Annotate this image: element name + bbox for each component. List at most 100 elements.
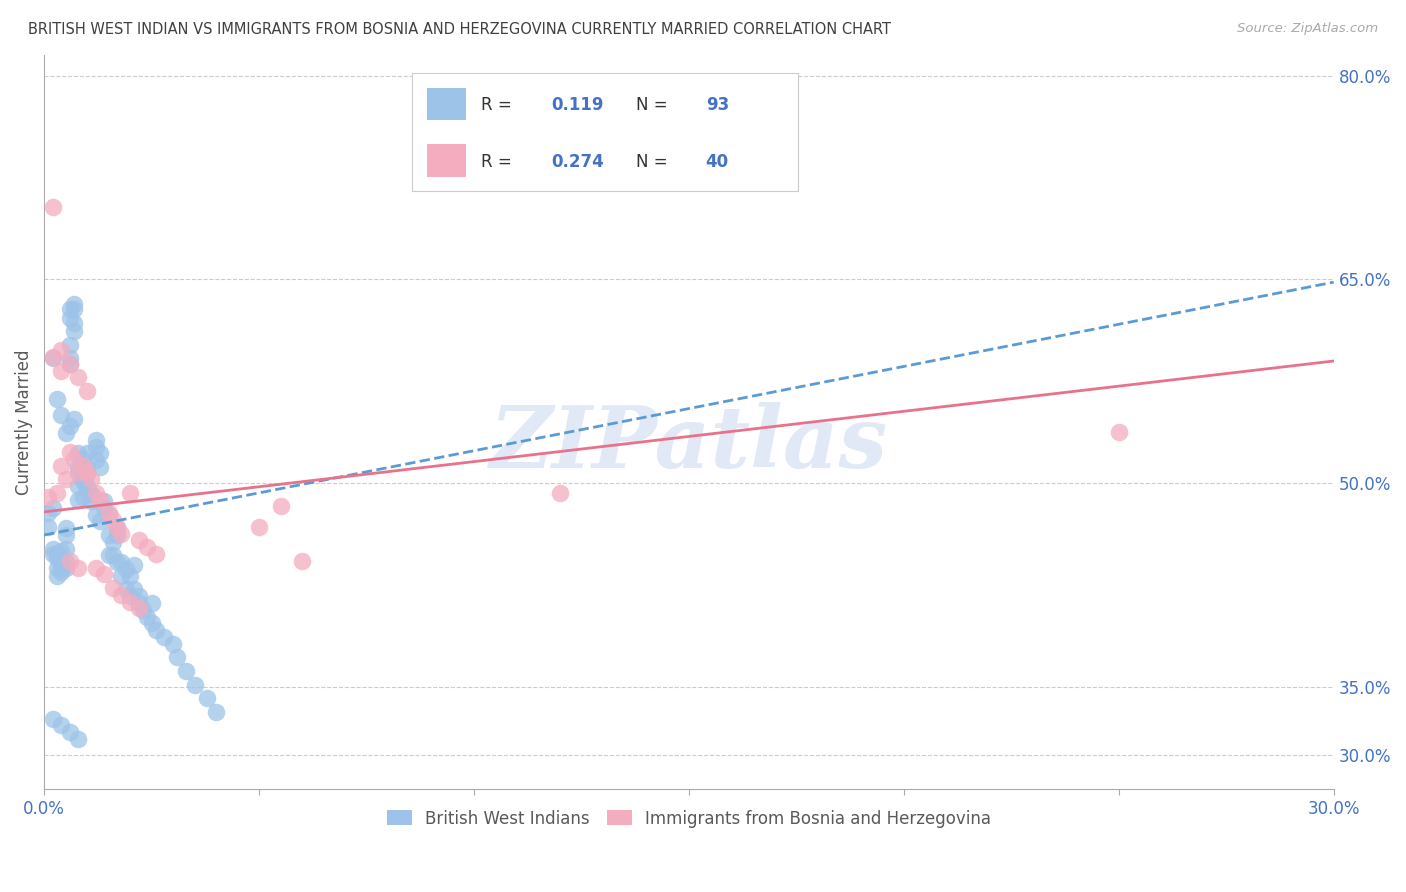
Point [128,589,150,603]
Point [51,363,73,377]
Point [55,541,77,556]
Point [166,650,188,665]
Point [41,351,63,366]
Point [101,549,124,563]
Point [63,412,86,426]
Point [97,508,120,522]
Point [37,490,59,504]
Point [174,664,197,678]
Point [89,460,111,475]
Point [110,555,132,569]
Point [67,446,90,460]
Point [110,569,132,583]
Point [101,534,124,549]
Point [72,474,94,488]
Point [93,500,115,515]
Point [41,547,63,561]
Point [51,343,73,358]
Point [120,486,142,500]
Point [548,486,571,500]
Point [46,392,69,406]
Point [67,731,90,746]
Legend: British West Indians, Immigrants from Bosnia and Herzegovina: British West Indians, Immigrants from Bo… [378,801,1000,836]
Point [59,357,82,371]
Point [105,520,128,534]
Point [51,544,73,558]
Point [41,500,63,515]
Point [51,409,73,423]
Point [67,460,90,475]
Point [80,487,103,501]
Point [105,555,128,569]
Point [41,541,63,556]
Point [120,594,142,608]
Point [63,451,86,466]
Point [120,569,142,583]
Point [59,337,82,351]
Point [72,490,94,504]
Point [63,302,86,317]
Point [84,440,107,454]
Point [128,596,150,610]
Point [51,458,73,473]
Point [84,453,107,467]
Point [59,302,82,317]
Y-axis label: Currently Married: Currently Married [15,350,32,495]
Point [141,616,163,631]
Point [55,472,77,486]
Point [59,351,82,366]
Point [84,433,107,447]
Point [105,528,128,542]
Point [197,691,219,706]
Point [110,588,132,602]
Point [114,562,136,576]
Point [101,581,124,595]
Point [67,479,90,493]
Point [46,569,69,583]
Text: ZIPatlas: ZIPatlas [489,402,889,486]
Point [51,551,73,566]
Point [101,513,124,527]
Point [132,603,155,617]
Point [67,560,90,574]
Point [84,508,107,522]
Point [41,350,63,364]
Point [72,458,94,473]
Point [37,520,59,534]
Point [80,472,103,486]
Point [51,718,73,732]
Point [51,565,73,579]
Point [51,560,73,574]
Point [46,560,69,574]
Point [93,567,115,582]
Point [67,466,90,480]
Point [128,533,150,548]
Point [205,705,228,719]
Point [63,324,86,338]
Point [37,506,59,520]
Point [59,445,82,459]
Point [97,549,120,563]
Point [80,487,103,501]
Point [76,466,98,480]
Point [80,494,103,508]
Point [51,558,73,572]
Point [72,451,94,466]
Point [105,521,128,535]
Point [124,558,146,572]
Point [59,725,82,739]
Point [247,520,270,534]
Point [183,677,205,691]
Point [76,480,98,494]
Point [270,500,292,514]
Point [89,446,111,460]
Point [76,467,98,481]
Point [124,582,146,597]
Point [76,384,98,398]
Point [55,425,77,440]
Point [59,419,82,434]
Point [97,528,120,542]
Point [136,609,159,624]
Point [84,560,107,574]
Point [110,526,132,541]
